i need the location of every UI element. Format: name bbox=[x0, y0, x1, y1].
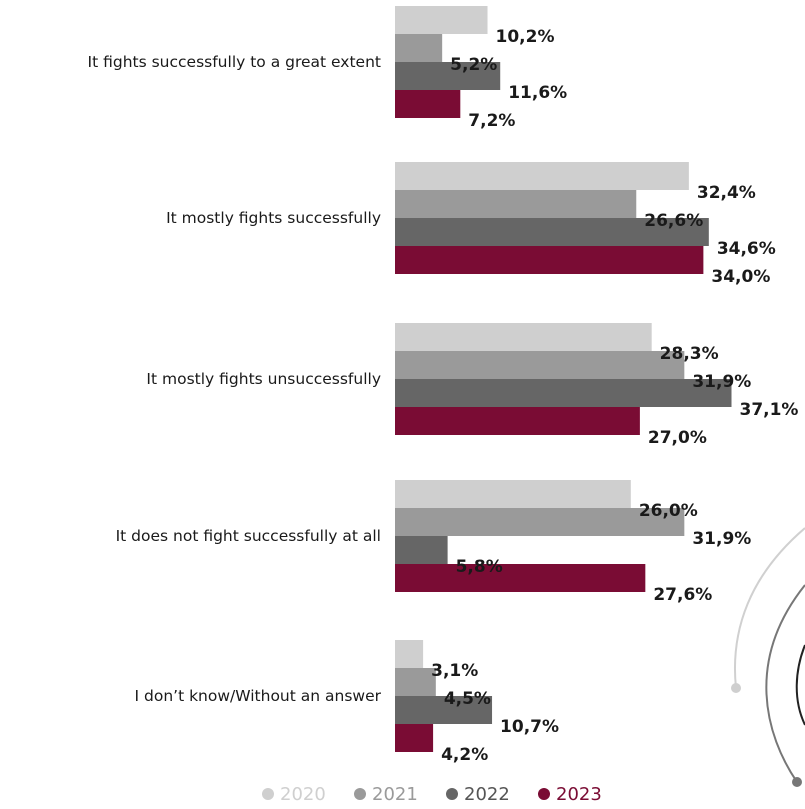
legend-dot-2022 bbox=[446, 788, 458, 800]
category-label: I don’t know/Without an answer bbox=[135, 687, 382, 705]
value-label-2023: 27,0% bbox=[648, 428, 707, 448]
value-label-2021: 4,5% bbox=[444, 689, 491, 709]
value-label-2021: 5,2% bbox=[450, 55, 497, 75]
value-label-2020: 28,3% bbox=[660, 344, 719, 364]
legend: 2020 2021 2022 2023 bbox=[262, 784, 602, 805]
value-label-2023: 7,2% bbox=[468, 111, 515, 131]
bar-2020 bbox=[395, 6, 488, 34]
bar-2020 bbox=[395, 480, 631, 508]
category-label: It mostly fights successfully bbox=[166, 209, 381, 227]
legend-label-2021: 2021 bbox=[372, 784, 418, 805]
decorative-dot-light bbox=[731, 683, 741, 693]
bars-group bbox=[395, 6, 732, 752]
bar-2023 bbox=[395, 90, 461, 118]
decorative-dot-dark bbox=[792, 777, 802, 787]
bar-2023 bbox=[395, 564, 646, 592]
value-label-2020: 3,1% bbox=[431, 661, 478, 681]
value-label-2020: 26,0% bbox=[639, 501, 698, 521]
value-label-2023: 4,2% bbox=[441, 745, 488, 765]
bar-2022 bbox=[395, 696, 493, 724]
bar-2023 bbox=[395, 407, 640, 435]
value-label-2021: 31,9% bbox=[692, 529, 751, 549]
value-label-2022: 37,1% bbox=[739, 400, 798, 420]
decorative-arc-dark bbox=[765, 584, 805, 783]
bar-2021 bbox=[395, 668, 436, 696]
bar-2021 bbox=[395, 351, 685, 379]
legend-dot-2023 bbox=[538, 788, 550, 800]
decorative-arc-light bbox=[734, 527, 805, 689]
category-label: It mostly fights unsuccessfully bbox=[146, 370, 381, 388]
bar-2021 bbox=[395, 34, 443, 62]
legend-label-2020: 2020 bbox=[280, 784, 326, 805]
bar-2023 bbox=[395, 724, 434, 752]
value-label-2023: 27,6% bbox=[653, 585, 712, 605]
bar-2020 bbox=[395, 640, 424, 668]
legend-label-2022: 2022 bbox=[464, 784, 510, 805]
bar-2023 bbox=[395, 246, 704, 274]
bar-2022 bbox=[395, 218, 709, 246]
category-label: It does not fight successfully at all bbox=[116, 527, 381, 545]
labels-group: It fights successfully to a great extent… bbox=[88, 27, 799, 765]
value-label-2022: 10,7% bbox=[500, 717, 559, 737]
decorative-arcs bbox=[731, 527, 805, 787]
legend-dot-2020 bbox=[262, 788, 274, 800]
bar-2021 bbox=[395, 508, 685, 536]
bar-2021 bbox=[395, 190, 637, 218]
value-label-2020: 32,4% bbox=[697, 183, 756, 203]
decorative-arc-black bbox=[795, 644, 805, 726]
value-label-2022: 34,6% bbox=[717, 239, 776, 259]
value-label-2021: 31,9% bbox=[692, 372, 751, 392]
value-label-2022: 5,8% bbox=[456, 557, 503, 577]
legend-dot-2021 bbox=[354, 788, 366, 800]
legend-label-2023: 2023 bbox=[556, 784, 602, 805]
value-label-2020: 10,2% bbox=[496, 27, 555, 47]
value-label-2021: 26,6% bbox=[644, 211, 703, 231]
category-label: It fights successfully to a great extent bbox=[88, 53, 381, 71]
bar-2022 bbox=[395, 379, 732, 407]
bar-2022 bbox=[395, 62, 501, 90]
bar-2020 bbox=[395, 323, 652, 351]
bar-2022 bbox=[395, 536, 448, 564]
value-label-2023: 34,0% bbox=[711, 267, 770, 287]
value-label-2022: 11,6% bbox=[508, 83, 567, 103]
bar-2020 bbox=[395, 162, 689, 190]
